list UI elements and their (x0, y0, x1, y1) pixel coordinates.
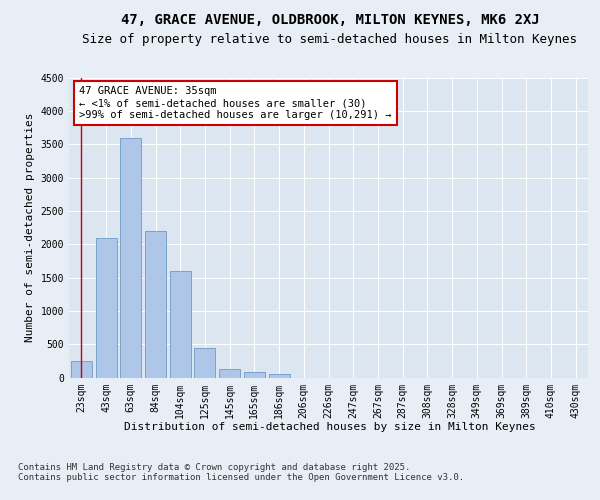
Text: Distribution of semi-detached houses by size in Milton Keynes: Distribution of semi-detached houses by … (124, 422, 536, 432)
Bar (194, 348, 215, 378)
Bar (170, 271, 191, 378)
Bar (269, 374, 290, 378)
Bar (95, 238, 116, 378)
Text: 47, GRACE AVENUE, OLDBROOK, MILTON KEYNES, MK6 2XJ: 47, GRACE AVENUE, OLDBROOK, MILTON KEYNE… (121, 12, 539, 26)
Text: Contains HM Land Registry data © Crown copyright and database right 2025.
Contai: Contains HM Land Registry data © Crown c… (18, 462, 464, 482)
Bar (145, 231, 166, 378)
Bar (219, 369, 240, 378)
Text: 47 GRACE AVENUE: 35sqm
← <1% of semi-detached houses are smaller (30)
>99% of se: 47 GRACE AVENUE: 35sqm ← <1% of semi-det… (79, 86, 392, 120)
Bar (71, 361, 92, 378)
Y-axis label: Number of semi-detached properties: Number of semi-detached properties (25, 113, 35, 342)
Text: Size of property relative to semi-detached houses in Milton Keynes: Size of property relative to semi-detach… (83, 32, 577, 46)
Bar (244, 372, 265, 378)
Bar (120, 138, 141, 378)
